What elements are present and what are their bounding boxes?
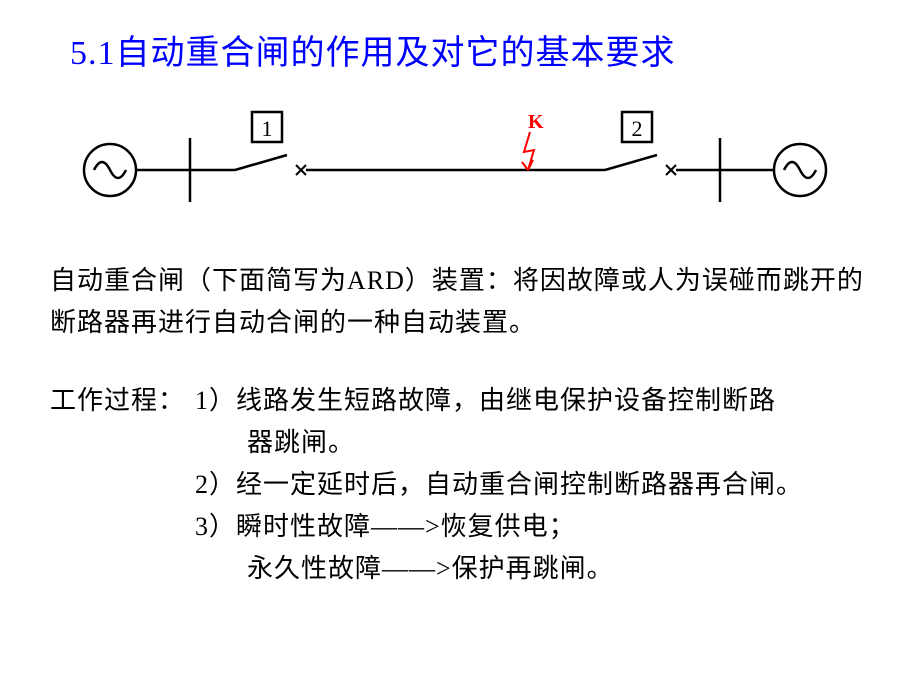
- definition-paragraph: 自动重合闸（下面简写为ARD）装置：将因故障或人为误碰而跳开的断路器再进行自动合…: [50, 260, 870, 343]
- circuit-diagram: 1 K 2: [60, 110, 860, 220]
- breaker-1-arm: [235, 155, 287, 170]
- breaker-2-arm: [605, 155, 657, 170]
- breaker-1-label: 1: [262, 116, 273, 141]
- process-step-2: 2）经一定延时后，自动重合闸控制断路器再合闸。: [195, 464, 875, 501]
- sine-wave-left: [94, 162, 126, 178]
- page-title: 5.1自动重合闸的作用及对它的基本要求: [70, 25, 676, 74]
- fault-lightning-icon: [522, 132, 534, 170]
- fault-label-k: K: [528, 111, 544, 133]
- sine-wave-right: [784, 162, 816, 178]
- process-step-3-line2: 永久性故障——>保护再跳闸。: [247, 548, 614, 585]
- process-label: 工作过程：: [50, 380, 185, 417]
- process-step-1-line1: 1）线路发生短路故障，由继电保护设备控制断路: [195, 380, 875, 422]
- process-step-1-line2: 器跳闸。: [247, 422, 355, 459]
- breaker-2-label: 2: [632, 116, 643, 141]
- process-step-3-line1: 3）瞬时性故障——>恢复供电；: [195, 506, 875, 543]
